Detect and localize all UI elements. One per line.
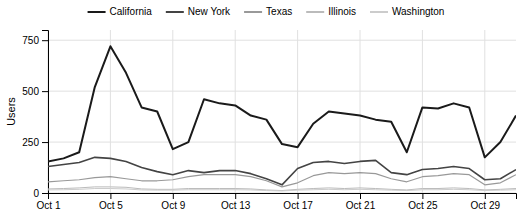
x-tick-label: Oct 29 <box>471 200 501 211</box>
x-tick: Oct 21 <box>346 193 376 211</box>
x-tick-mark <box>173 193 174 199</box>
x-tick-label: Oct 17 <box>283 200 313 211</box>
y-tick: 0 <box>33 188 48 199</box>
x-axis-line <box>49 194 517 200</box>
series-line <box>48 173 516 187</box>
y-axis-line <box>42 31 49 194</box>
legend-swatch <box>370 11 388 13</box>
legend-entry: Illinois <box>306 6 356 17</box>
y-axis-title: Users <box>5 97 17 126</box>
legend-swatch <box>306 11 324 13</box>
y-tick-mark <box>42 40 48 41</box>
x-tick-mark <box>360 193 361 199</box>
x-tick-label: Oct 5 <box>99 200 123 211</box>
legend-swatch <box>244 11 262 13</box>
legend-label: Washington <box>392 6 444 17</box>
grid <box>48 30 516 193</box>
x-tick: Oct 17 <box>283 193 313 211</box>
x-tick-mark <box>485 193 486 199</box>
series-line <box>48 157 516 185</box>
x-tick: Oct 13 <box>221 193 251 211</box>
plot-area <box>48 46 516 191</box>
x-tick-mark <box>110 193 111 199</box>
y-tick-label: 750 <box>22 35 39 46</box>
series-line <box>48 189 516 191</box>
x-axis: Oct 1 Oct 5 Oct 9 Oct 13 Oct 17 Oct 21 Oct 25 O… <box>37 193 517 211</box>
chart: Oct 1 Oct 5 Oct 9 Oct 13 Oct 17 Oct 21 Oct 25 O… <box>0 0 532 217</box>
x-tick: Oct 25 <box>408 193 438 211</box>
x-tick-label: Oct 21 <box>346 200 376 211</box>
grid-line-x <box>110 30 111 193</box>
legend-label: Illinois <box>328 6 356 17</box>
x-tick-mark <box>298 193 299 199</box>
series-line <box>48 46 516 161</box>
x-tick-mark <box>235 193 236 199</box>
legend-label: Texas <box>266 6 292 17</box>
x-tick: Oct 9 <box>161 193 185 211</box>
y-tick-label: 250 <box>22 137 39 148</box>
legend-entry: Texas <box>244 6 292 17</box>
x-tick-label: Oct 1 <box>37 200 61 211</box>
y-tick: 500 <box>22 86 48 97</box>
y-tick-label: 500 <box>22 86 39 97</box>
x-tick-label: Oct 25 <box>408 200 438 211</box>
legend-label: New York <box>188 6 231 17</box>
legend: California New York Texas Illinois Washingto… <box>88 6 445 17</box>
legend-swatch <box>166 11 184 13</box>
y-tick-mark <box>42 91 48 92</box>
legend-swatch <box>88 11 106 13</box>
legend-entry: Washington <box>370 6 444 17</box>
grid-line-x <box>484 30 485 193</box>
y-tick-mark <box>42 193 48 194</box>
legend-entry: California <box>88 6 153 17</box>
x-tick: Oct 5 <box>99 193 123 211</box>
x-tick: Oct 1 <box>37 193 61 211</box>
grid-line-y <box>48 40 516 41</box>
y-tick: 250 <box>22 137 48 148</box>
y-tick-mark <box>42 142 48 143</box>
grid-line-x <box>422 30 423 193</box>
legend-entry: New York <box>166 6 231 17</box>
x-tick-mark <box>422 193 423 199</box>
x-tick-label: Oct 13 <box>221 200 251 211</box>
y-tick-label: 0 <box>33 188 39 199</box>
grid-line-x <box>235 30 236 193</box>
y-axis: 0 250 500 750 <box>22 31 48 199</box>
grid-line-x <box>360 30 361 193</box>
grid-line-y <box>48 91 516 92</box>
legend-label: California <box>110 6 153 17</box>
x-tick: Oct 29 <box>471 193 501 211</box>
grid-line-x <box>172 30 173 193</box>
x-tick-label: Oct 9 <box>161 200 185 211</box>
series-line <box>48 187 516 191</box>
y-tick: 750 <box>22 35 48 46</box>
